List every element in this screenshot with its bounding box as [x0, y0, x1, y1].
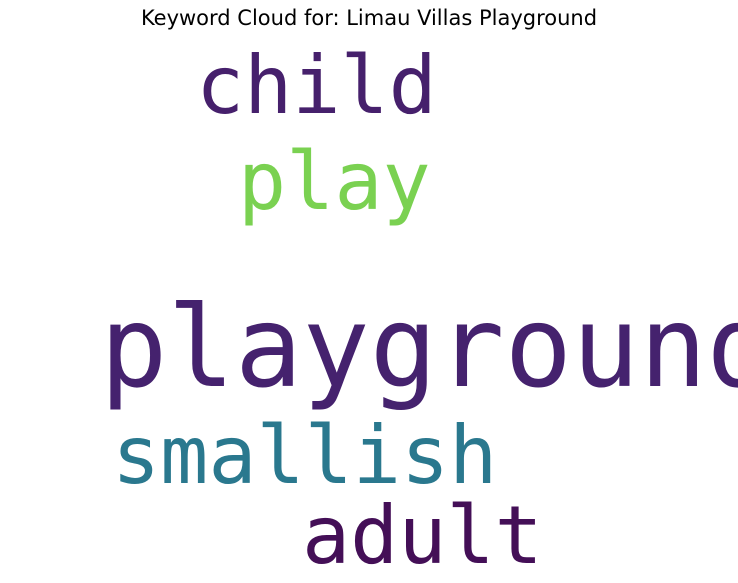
word-playground: playground: [100, 283, 738, 413]
word-cloud: child play playground smallish adult: [0, 36, 738, 583]
word-play: play: [238, 135, 431, 228]
word-adult: adult: [302, 489, 543, 582]
word-smallish: smallish: [112, 409, 498, 502]
word-child: child: [196, 39, 437, 132]
chart-title: Keyword Cloud for: Limau Villas Playgrou…: [140, 6, 598, 30]
